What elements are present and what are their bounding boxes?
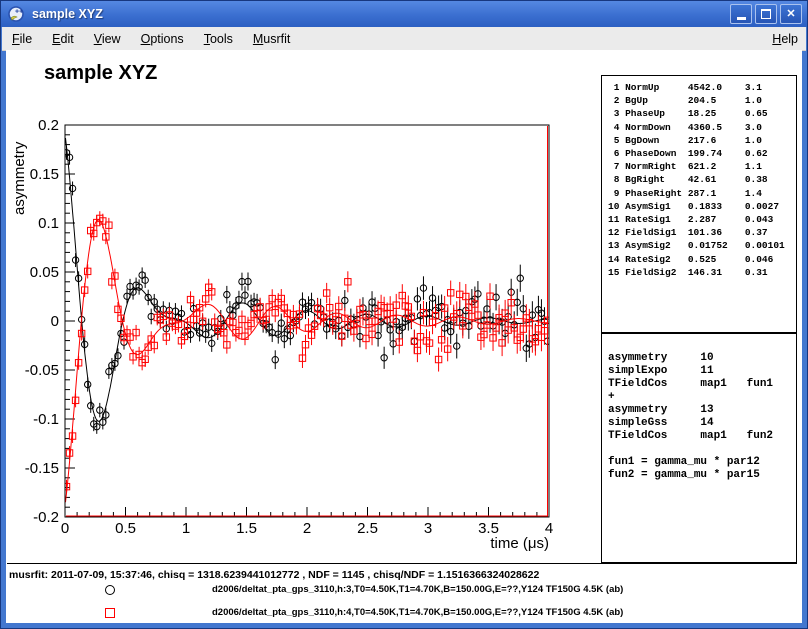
- menu-item-view[interactable]: View: [86, 29, 129, 49]
- param-row-1: 1 NormUp 4542.0 3.1: [608, 81, 796, 94]
- theory-line-9: fun2 = gamma_mu * par15: [608, 469, 796, 482]
- maximize-icon: [761, 9, 771, 19]
- legend-label: d2006/deltat_pta_gps_3110,h:4,T0=4.50K,T…: [212, 607, 623, 618]
- x-tick-label: 1.5: [236, 520, 257, 537]
- y-axis-title: asymmetry: [11, 141, 28, 215]
- theory-line-7: [608, 443, 796, 456]
- menu-item-options[interactable]: Options: [133, 29, 192, 49]
- param-row-6: 6 PhaseDown 199.74 0.62: [608, 147, 796, 160]
- theory-line-1: simplExpo 11: [608, 365, 796, 378]
- y-tick-label: 0.15: [30, 166, 59, 183]
- frame-rect: [65, 125, 549, 517]
- theory-line-4: asymmetry 13: [608, 404, 796, 417]
- menu-item-file[interactable]: File: [4, 29, 40, 49]
- y-tick-label: -0.05: [25, 362, 59, 379]
- menu-item-help[interactable]: Help: [764, 29, 806, 49]
- svg-text:++: ++: [15, 9, 23, 16]
- title-bar[interactable]: ++ sample XYZ ✕: [1, 1, 807, 27]
- x-tick-label: 3: [424, 520, 432, 537]
- legend-row-1: d2006/deltat_pta_gps_3110,h:3,T0=4.50K,T…: [7, 584, 797, 598]
- menu-bar: FileEditViewOptionsToolsMusrfit Help: [2, 27, 806, 51]
- param-row-2: 2 BgUp 204.5 1.0: [608, 94, 796, 107]
- circle-marker-icon: [105, 585, 115, 595]
- y-tick-label: -0.1: [33, 411, 59, 428]
- close-icon: ✕: [786, 9, 795, 20]
- theory-line-5: simpleGss 14: [608, 417, 796, 430]
- y-tick-label: 0: [51, 313, 59, 330]
- param-row-14: 14 RateSig2 0.525 0.046: [608, 253, 796, 266]
- plot-frame: [65, 125, 549, 517]
- menu-item-edit[interactable]: Edit: [44, 29, 82, 49]
- window-buttons: ✕: [727, 4, 802, 24]
- menu-item-musrfit[interactable]: Musrfit: [245, 29, 299, 49]
- x-tick-label: 0.5: [115, 520, 136, 537]
- theory-line-8: fun1 = gamma_mu * par12: [608, 456, 796, 469]
- plot-title: sample XYZ: [44, 62, 157, 84]
- y-tick-label: 0.2: [38, 117, 59, 134]
- theory-block: asymmetry 10simplExpo 11TFieldCos map1 f…: [601, 333, 797, 563]
- param-row-3: 3 PhaseUp 18.25 0.65: [608, 107, 796, 120]
- info-pad: musrfit: 2011-07-09, 15:37:46, chisq = 1…: [7, 563, 797, 623]
- musrfit-window: { "window": { "title": "sample XYZ", "ic…: [0, 0, 808, 629]
- theory-curve: [66, 220, 549, 502]
- square-marker-icon: [105, 608, 115, 618]
- legend-row-2: d2006/deltat_pta_gps_3110,h:4,T0=4.50K,T…: [7, 607, 797, 621]
- theory-line-2: TFieldCos map1 fun1: [608, 378, 796, 391]
- series-black-circles: [63, 138, 550, 434]
- param-row-10: 10 AsymSig1 0.1833 0.0027: [608, 200, 796, 213]
- param-row-5: 5 BgDown 217.6 1.0: [608, 134, 796, 147]
- menu-item-tools[interactable]: Tools: [196, 29, 241, 49]
- theory-line-6: TFieldCos map1 fun2: [608, 430, 796, 443]
- param-row-8: 8 BgRight 42.61 0.38: [608, 173, 796, 186]
- plot-axes: 00.511.522.533.540.20.150.10.050-0.05-0.…: [25, 117, 553, 537]
- y-tick-label: 0.05: [30, 264, 59, 281]
- param-row-11: 11 RateSig1 2.287 0.043: [608, 213, 796, 226]
- maximize-button[interactable]: [755, 4, 777, 24]
- y-tick-label: -0.2: [33, 509, 59, 526]
- theory-line-0: asymmetry 10: [608, 352, 796, 365]
- y-tick-label: 0.1: [38, 215, 59, 232]
- param-row-15: 15 FieldSig2 146.31 0.31: [608, 266, 796, 279]
- legend-label: d2006/deltat_pta_gps_3110,h:3,T0=4.50K,T…: [212, 584, 623, 595]
- y-tick-label: -0.15: [25, 460, 59, 477]
- param-row-13: 13 AsymSig2 0.01752 0.00101: [608, 239, 796, 252]
- x-tick-label: 0: [61, 520, 69, 537]
- theory-curve: [66, 138, 549, 421]
- theory-line-3: +: [608, 391, 796, 404]
- close-button[interactable]: ✕: [780, 4, 802, 24]
- parameter-table: 1 NormUp 4542.0 3.1 2 BgUp 204.5 1.0 3 P…: [601, 75, 797, 333]
- fit-status-line: musrfit: 2011-07-09, 15:37:46, chisq = 1…: [9, 569, 539, 581]
- param-row-4: 4 NormDown 4360.5 3.0: [608, 121, 796, 134]
- param-row-7: 7 NormRight 621.2 1.1: [608, 160, 796, 173]
- root-logo-icon[interactable]: ++: [7, 5, 25, 23]
- plot-canvas[interactable]: sample XYZ 00.511.522.533.540.20.150.10.…: [0, 52, 600, 563]
- x-axis-title: time (μs): [490, 535, 549, 552]
- x-tick-label: 1: [182, 520, 190, 537]
- minimize-icon: [737, 17, 746, 20]
- x-tick-label: 2.5: [357, 520, 378, 537]
- param-row-12: 12 FieldSig1 101.36 0.37: [608, 226, 796, 239]
- series-red-squares: [63, 211, 550, 502]
- minimize-button[interactable]: [730, 4, 752, 24]
- plot-series: [63, 138, 550, 502]
- window-title: sample XYZ: [32, 7, 727, 21]
- param-row-9: 9 PhaseRight 287.1 1.4: [608, 187, 796, 200]
- x-tick-label: 2: [303, 520, 311, 537]
